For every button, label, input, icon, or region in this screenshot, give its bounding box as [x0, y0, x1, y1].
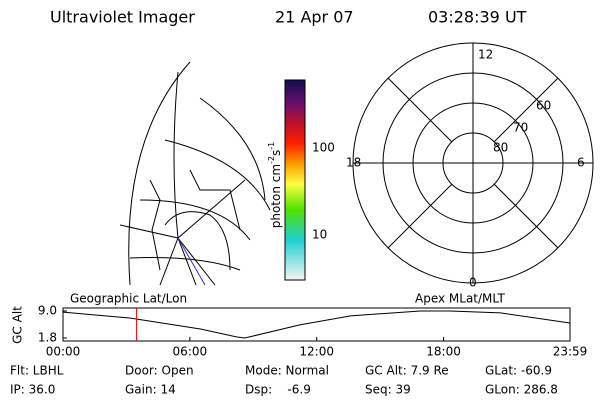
status-field: Flt: LBHL: [10, 364, 64, 378]
colorbar-tick: 100: [312, 141, 335, 155]
lat-label: 70: [513, 121, 528, 135]
status-field: Seq: 39: [365, 383, 411, 397]
y-axis-label: GC Alt: [11, 306, 25, 344]
mlt-label: 18: [346, 156, 361, 170]
y-tick-label: 1.8: [38, 331, 57, 345]
mlt-label: 0: [469, 276, 477, 290]
status-field: GLon: 286.8: [485, 383, 558, 397]
x-tick-label: 18:00: [426, 345, 461, 359]
polar-grid: [352, 42, 594, 284]
status-field: Door: Open: [125, 364, 194, 378]
colorbar-tick: 10: [312, 228, 327, 242]
date: 21 Apr 07: [275, 8, 354, 27]
x-tick-label: 23:59: [553, 345, 588, 359]
status-field: Gain: 14: [125, 383, 176, 397]
time: 03:28:39 UT: [428, 8, 527, 27]
x-tick-label: 00:00: [46, 345, 81, 359]
altitude-line: [62, 310, 571, 339]
mlt-label: 12: [478, 48, 493, 62]
status-field: IP: 36.0: [10, 383, 55, 397]
status-field: GC Alt: 7.9 Re: [365, 364, 449, 378]
panel-label: Apex MLat/MLT: [415, 292, 505, 306]
colorbar: [284, 79, 306, 281]
x-tick-label: 12:00: [299, 345, 334, 359]
lat-label: 80: [493, 141, 508, 155]
geo-map: [119, 61, 271, 286]
title: Ultraviolet Imager: [50, 8, 195, 27]
mlt-label: 6: [577, 156, 585, 170]
y-tick-label: 9.0: [38, 304, 57, 318]
x-tick-label: 06:00: [173, 345, 208, 359]
status-field: Dsp: -6.9: [245, 383, 311, 397]
lat-label: 60: [536, 99, 551, 113]
status-field: GLat: -60.9: [485, 364, 552, 378]
panel-label: Geographic Lat/Lon: [70, 292, 187, 306]
colorbar-label: photon cm-2s-1: [267, 142, 283, 229]
status-field: Mode: Normal: [245, 364, 329, 378]
